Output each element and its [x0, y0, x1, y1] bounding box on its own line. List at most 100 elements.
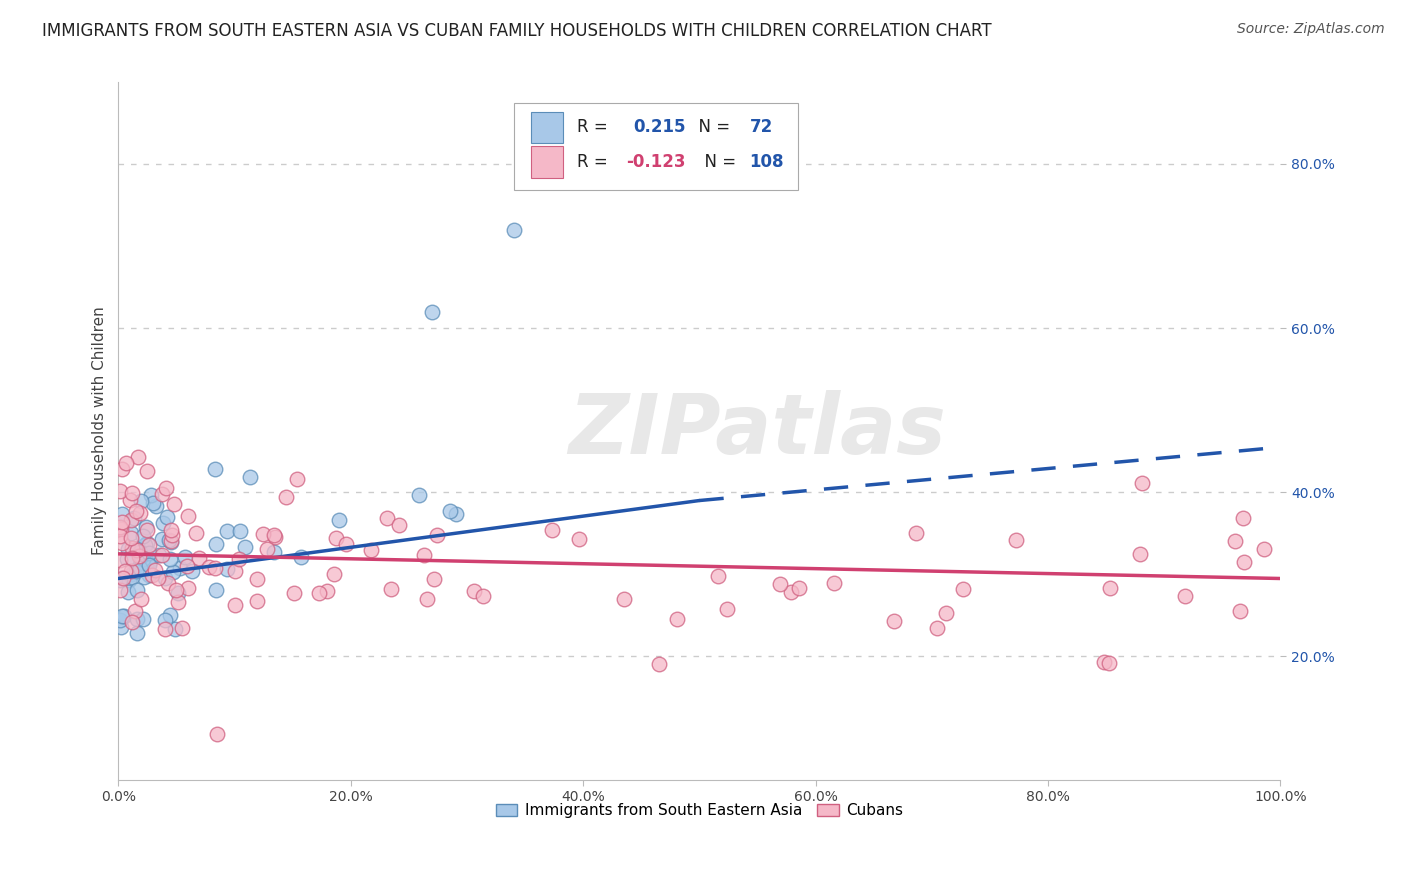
- Point: [129, 549, 152, 563]
- Point: [156, 510, 179, 524]
- Text: IMMIGRANTS FROM SOUTH EASTERN ASIA VS CUBAN FAMILY HOUSEHOLDS WITH CHILDREN CORR: IMMIGRANTS FROM SOUTH EASTERN ASIA VS CU…: [42, 22, 991, 40]
- Point: [665, 612, 688, 626]
- Point: [413, 548, 436, 562]
- Text: ZIPatlas: ZIPatlas: [568, 391, 946, 471]
- Point: [134, 538, 156, 552]
- Point: [108, 573, 131, 587]
- Point: [769, 576, 792, 591]
- Point: [1005, 533, 1028, 547]
- Point: [128, 549, 150, 563]
- Point: [228, 552, 250, 566]
- Point: [129, 561, 152, 575]
- Point: [111, 609, 134, 624]
- Point: [252, 526, 274, 541]
- Point: [1098, 656, 1121, 670]
- Point: [328, 514, 350, 528]
- Point: [883, 614, 905, 628]
- Point: [111, 507, 134, 521]
- Point: [124, 604, 146, 618]
- Point: [204, 462, 226, 476]
- Point: [153, 571, 176, 585]
- Point: [132, 529, 155, 543]
- Point: [121, 550, 143, 565]
- Point: [135, 520, 157, 534]
- Point: [108, 529, 131, 543]
- Point: [125, 564, 148, 578]
- Point: [121, 615, 143, 630]
- Point: [1223, 533, 1246, 548]
- Point: [246, 594, 269, 608]
- Point: [823, 576, 845, 591]
- Point: [165, 582, 187, 597]
- Point: [108, 483, 131, 498]
- Point: [150, 487, 173, 501]
- Text: -0.123: -0.123: [626, 153, 686, 171]
- Point: [129, 494, 152, 508]
- Point: [108, 582, 131, 597]
- Point: [648, 657, 671, 671]
- Point: [129, 591, 152, 606]
- Point: [159, 552, 181, 566]
- Point: [186, 526, 208, 541]
- Point: [263, 527, 285, 541]
- Point: [283, 585, 305, 599]
- Point: [135, 464, 157, 478]
- Point: [142, 495, 165, 509]
- FancyBboxPatch shape: [513, 103, 799, 190]
- Legend: Immigrants from South Eastern Asia, Cubans: Immigrants from South Eastern Asia, Cuba…: [489, 797, 910, 824]
- Text: R =: R =: [578, 119, 619, 136]
- Point: [904, 526, 927, 541]
- Point: [125, 625, 148, 640]
- Point: [173, 550, 195, 565]
- Point: [110, 522, 132, 536]
- Point: [1092, 655, 1115, 669]
- Point: [115, 552, 138, 566]
- Point: [224, 599, 246, 613]
- Point: [157, 576, 180, 591]
- Point: [1233, 555, 1256, 569]
- Point: [172, 621, 194, 635]
- Point: [121, 541, 143, 556]
- Point: [205, 583, 228, 598]
- Text: N =: N =: [688, 119, 741, 136]
- Point: [375, 511, 398, 525]
- Point: [229, 524, 252, 538]
- Point: [155, 481, 177, 495]
- Point: [162, 527, 184, 541]
- Point: [426, 528, 449, 542]
- Point: [112, 609, 135, 624]
- Point: [159, 535, 181, 549]
- Point: [415, 591, 437, 606]
- Point: [1253, 542, 1275, 557]
- Point: [132, 552, 155, 566]
- Point: [274, 490, 297, 504]
- Point: [148, 549, 170, 563]
- Point: [780, 584, 803, 599]
- Point: [110, 536, 132, 550]
- Point: [112, 571, 135, 585]
- Point: [108, 519, 131, 533]
- Point: [138, 547, 160, 561]
- Point: [163, 497, 186, 511]
- Point: [335, 537, 357, 551]
- Point: [114, 565, 136, 579]
- Point: [408, 488, 430, 502]
- Point: [146, 571, 169, 585]
- Point: [169, 561, 191, 575]
- Point: [150, 548, 173, 562]
- Point: [787, 581, 810, 595]
- Point: [285, 472, 308, 486]
- Point: [360, 542, 382, 557]
- Point: [120, 513, 142, 527]
- Point: [204, 561, 226, 575]
- Point: [132, 570, 155, 584]
- Point: [121, 564, 143, 578]
- Point: [110, 571, 132, 585]
- Point: [118, 493, 141, 508]
- Point: [110, 620, 132, 634]
- Point: [176, 558, 198, 573]
- Point: [233, 540, 256, 554]
- Point: [138, 538, 160, 552]
- Point: [120, 531, 142, 545]
- Point: [163, 623, 186, 637]
